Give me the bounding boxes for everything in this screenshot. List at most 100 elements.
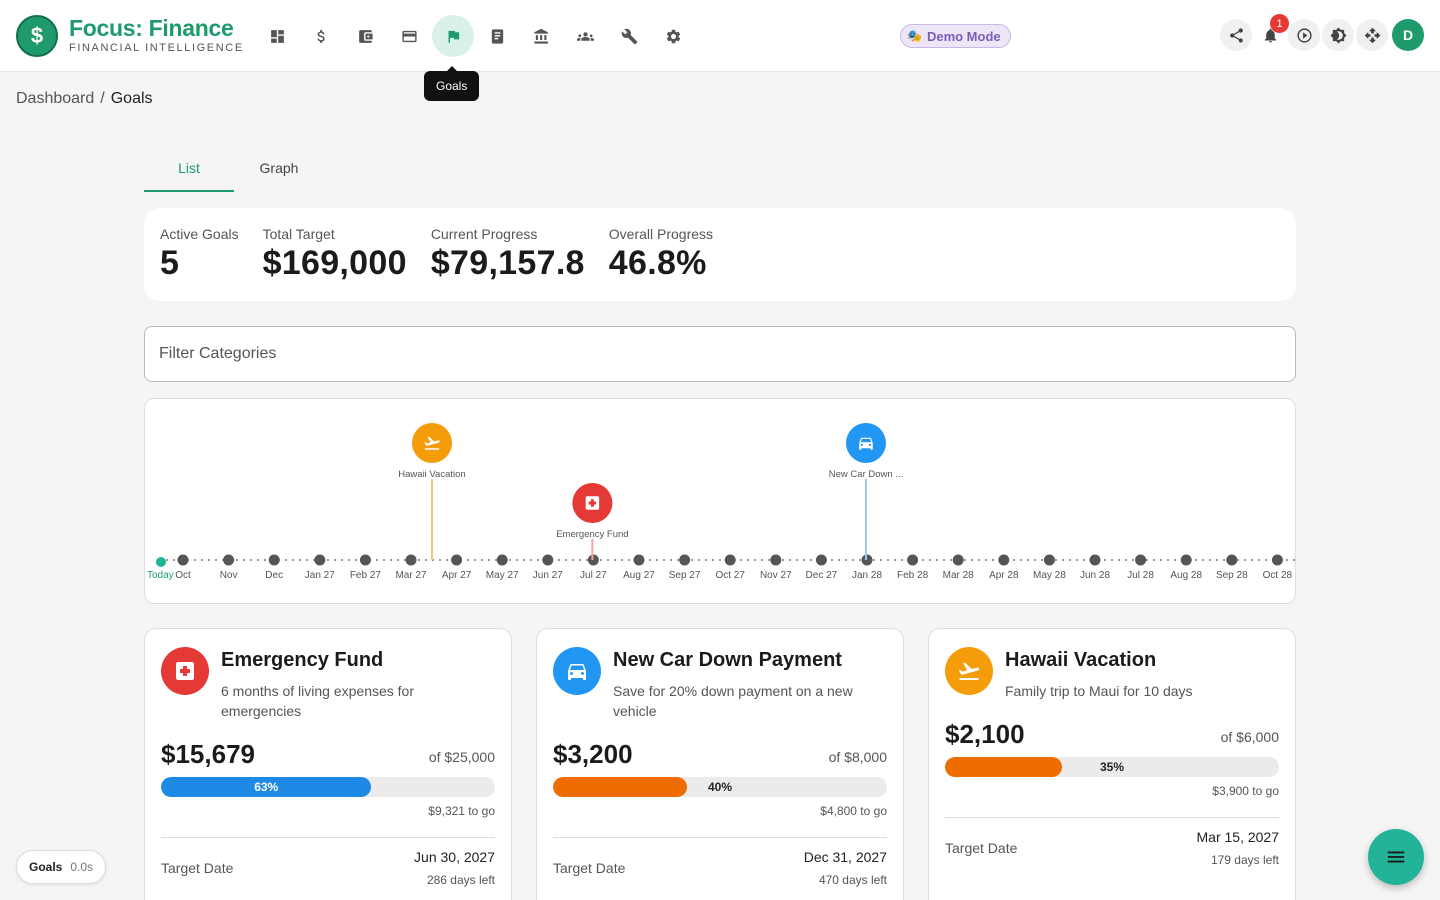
month-dot[interactable]	[1271, 554, 1283, 566]
demo-mode-badge[interactable]: 🎭 Demo Mode	[900, 24, 1011, 48]
breadcrumb-dashboard-link[interactable]: Dashboard	[16, 90, 95, 107]
airplane-icon	[958, 662, 980, 680]
month-dot[interactable]	[496, 554, 508, 566]
goal-progress-bar: 40%	[553, 777, 887, 797]
month-dot[interactable]	[633, 554, 645, 566]
theme-toggle-button[interactable]	[1322, 19, 1354, 51]
target-date-label: Target Date	[553, 860, 626, 876]
app-header: $ Focus: Finance FINANCIAL INTELLIGENCE	[0, 0, 1440, 72]
target-date-value: Jun 30, 2027	[414, 849, 495, 865]
goal-title: Emergency Fund	[221, 649, 384, 671]
nav-accounts-button[interactable]	[520, 15, 562, 57]
goal-marker[interactable]	[572, 483, 613, 523]
today-dot	[156, 557, 166, 567]
goal-description: Save for 20% down payment on a new vehic…	[613, 683, 853, 719]
goal-target-amount: of $8,000	[828, 749, 887, 765]
summary-stats: Active Goals 5 Total Target $169,000 Cur…	[144, 208, 1296, 301]
stat-label: Active Goals	[160, 226, 239, 242]
goal-remaining: $9,321 to go	[428, 804, 495, 818]
nav-goals-button[interactable]	[432, 15, 474, 57]
goal-card[interactable]: New Car Down Payment Save for 20% down pa…	[536, 628, 904, 900]
month-dot[interactable]	[1226, 554, 1238, 566]
goal-progress-fill	[161, 777, 372, 797]
month-label: Apr 28	[989, 570, 1019, 581]
nav-people-button[interactable]	[564, 15, 606, 57]
month-dot[interactable]	[1043, 554, 1055, 566]
month-dot[interactable]	[1089, 554, 1101, 566]
month-label: May 28	[1033, 570, 1066, 581]
brand[interactable]: Focus: Finance FINANCIAL INTELLIGENCE	[69, 15, 244, 54]
month-dot[interactable]	[359, 554, 371, 566]
month-label: Mar 27	[395, 570, 427, 581]
month-dot[interactable]	[907, 554, 919, 566]
goal-card[interactable]: Emergency Fund 6 months of living expense…	[144, 628, 512, 900]
goal-current-amount: $3,200	[553, 739, 633, 769]
target-date-value: Dec 31, 2027	[803, 849, 887, 865]
month-dot[interactable]	[223, 554, 235, 566]
people-icon	[576, 31, 594, 41]
goal-title: Hawaii Vacation	[1005, 649, 1157, 671]
theater-mask-icon: 🎭	[907, 29, 922, 43]
breadcrumb: Dashboard / Goals	[16, 90, 153, 108]
goals-timeline[interactable]: Today Oct Nov Dec Jan 27 Feb 27 Mar 27 Apr 27 Ma…	[144, 398, 1296, 604]
goal-card[interactable]: Hawaii Vacation Family trip to Maui for 1…	[928, 628, 1296, 900]
goal-icon	[553, 647, 601, 695]
month-dot[interactable]	[815, 554, 827, 566]
nav-receipts-button[interactable]	[476, 15, 518, 57]
tab-graph[interactable]: Graph	[259, 160, 299, 176]
goal-current-amount: $2,100	[945, 719, 1025, 749]
month-dot[interactable]	[1180, 554, 1192, 566]
bell-icon	[1264, 28, 1276, 43]
nav-dashboard-button[interactable]	[256, 15, 298, 57]
flag-icon	[448, 30, 459, 43]
breadcrumb-separator: /	[100, 90, 105, 107]
medical-icon	[176, 662, 194, 680]
nav-transactions-button[interactable]	[300, 15, 342, 57]
pill-time: 0.0s	[70, 860, 94, 874]
month-dot[interactable]	[268, 554, 280, 566]
share-button[interactable]	[1220, 19, 1252, 51]
month-dot[interactable]	[314, 554, 326, 566]
month-dot[interactable]	[952, 554, 964, 566]
month-dot[interactable]	[405, 554, 417, 566]
month-label: Feb 28	[897, 570, 929, 581]
nav-settings-button[interactable]	[652, 15, 694, 57]
logo-icon[interactable]: $	[16, 15, 58, 57]
month-dot[interactable]	[451, 554, 463, 566]
month-dot[interactable]	[542, 554, 554, 566]
month-label: Dec	[265, 570, 283, 581]
nav-tools-button[interactable]	[608, 15, 650, 57]
month-label: Jul 28	[1127, 570, 1154, 581]
month-dot[interactable]	[770, 554, 782, 566]
goal-progress-fill	[945, 757, 1062, 777]
play-tour-button[interactable]	[1288, 19, 1320, 51]
month-dot[interactable]	[1135, 554, 1147, 566]
goal-target-amount: of $6,000	[1220, 729, 1279, 745]
days-left: 286 days left	[426, 873, 495, 887]
target-date-label: Target Date	[945, 840, 1018, 856]
avatar[interactable]: D	[1392, 19, 1424, 51]
status-pill[interactable]: Goals 0.0s	[16, 850, 107, 884]
month-dot[interactable]	[177, 554, 189, 566]
month-label: Jun 28	[1080, 570, 1110, 581]
stat-overall-progress: Overall Progress 46.8%	[609, 226, 713, 301]
menu-fab-button[interactable]	[1368, 829, 1424, 885]
pill-name: Goals	[29, 860, 63, 874]
move-button[interactable]	[1356, 19, 1388, 51]
nav-cards-button[interactable]	[388, 15, 430, 57]
filter-categories-input[interactable]: Filter Categories	[144, 326, 1296, 382]
month-dot[interactable]	[724, 554, 736, 566]
nav-wallet-button[interactable]	[344, 15, 386, 57]
goal-description: 6 months of living expenses for emergenc…	[221, 683, 414, 719]
month-dot[interactable]	[679, 554, 691, 566]
car-icon	[568, 664, 586, 680]
notification-badge: 1	[1270, 14, 1289, 33]
tab-list[interactable]: List	[144, 148, 234, 192]
goal-current-amount: $15,679	[161, 739, 255, 769]
goal-progress-bar: 35%	[945, 757, 1279, 777]
goal-progress-fill	[553, 777, 687, 797]
notifications-button[interactable]: 1	[1254, 14, 1289, 51]
month-dot[interactable]	[998, 554, 1010, 566]
goal-description: Family trip to Maui for 10 days	[1005, 683, 1193, 699]
month-dot[interactable]	[587, 554, 599, 566]
